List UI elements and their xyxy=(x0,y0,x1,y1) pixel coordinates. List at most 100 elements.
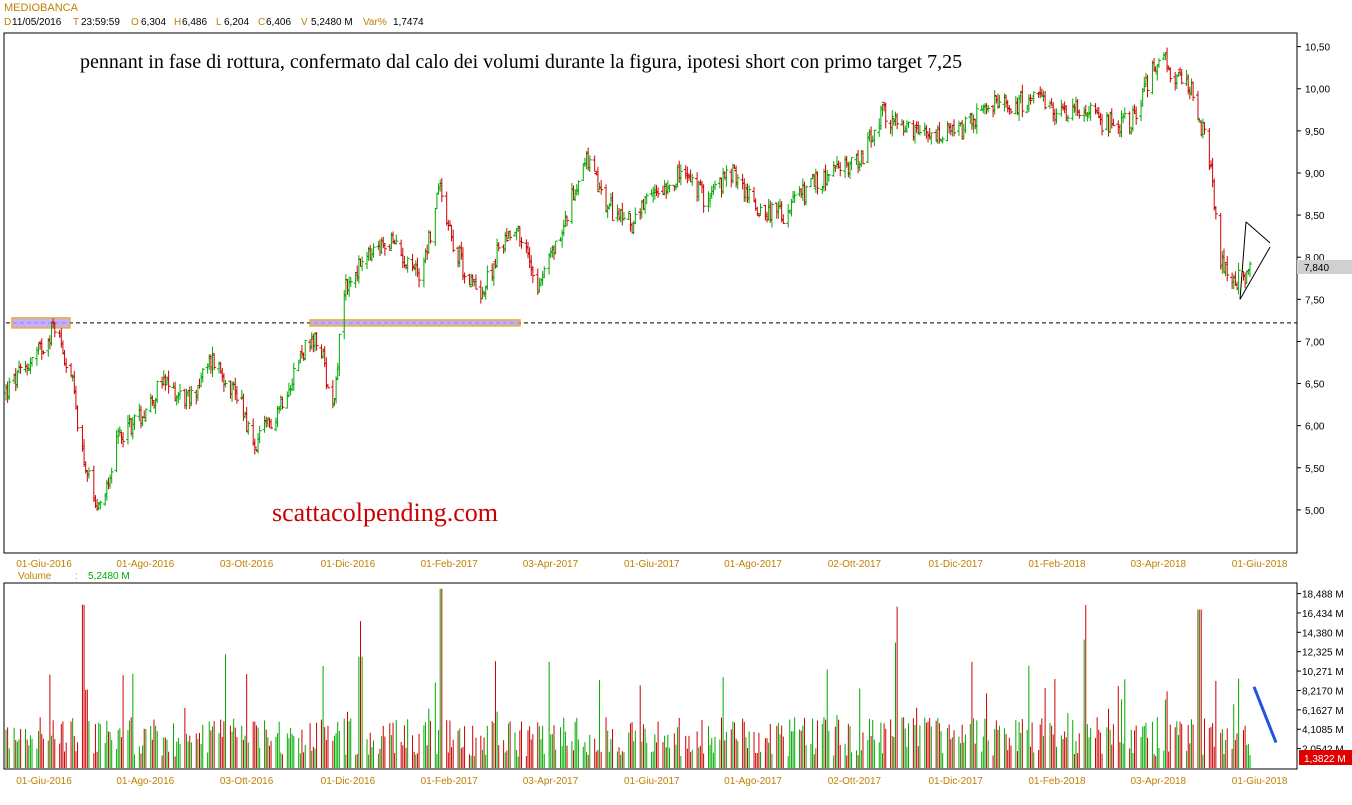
volume-x-axis-label: 01-Feb-2017 xyxy=(421,776,479,787)
pennant-upper-line xyxy=(1246,222,1270,243)
ohlc-bar xyxy=(1214,206,1218,219)
high-prefix: H xyxy=(174,17,181,28)
volume-value: 5,2480 M xyxy=(88,571,130,582)
last-volume-label: 1,3822 M xyxy=(1304,754,1346,765)
volume-x-axis-label: 03-Apr-2018 xyxy=(1131,776,1187,787)
volume-y-tick-label: 6,1627 M xyxy=(1302,706,1344,717)
var-prefix: Var% xyxy=(363,17,387,28)
x-axis-label: 01-Dic-2016 xyxy=(321,559,376,570)
ohlc-bar xyxy=(786,204,790,227)
x-axis-label: 01-Giu-2017 xyxy=(624,559,680,570)
price-x-axis: 01-Giu-2016 01-Ago-2016 03-Ott-2016 01-Dic-… xyxy=(16,559,1288,570)
close-prefix: C xyxy=(258,17,265,28)
ohlc-bar xyxy=(599,180,603,195)
volume-x-axis-label: 03-Apr-2017 xyxy=(523,776,579,787)
pennant-lower-line xyxy=(1240,247,1270,299)
volume-y-tick-label: 14,380 M xyxy=(1302,628,1344,639)
x-axis-label: 02-Ott-2017 xyxy=(828,559,882,570)
x-axis-label: 01-Feb-2018 xyxy=(1028,559,1086,570)
low-prefix: L xyxy=(216,17,222,28)
price-y-tick-label: 6,00 xyxy=(1305,422,1325,433)
open-prefix: O xyxy=(131,17,139,28)
volume-x-axis: 01-Giu-2016 01-Ago-2016 03-Ott-2016 01-Dic-… xyxy=(16,776,1288,787)
volume-x-axis-label: 03-Ott-2016 xyxy=(220,776,274,787)
price-y-tick-label: 9,00 xyxy=(1305,169,1325,180)
open-value: 6,304 xyxy=(141,17,166,28)
volume-y-tick-label: 8,2170 M xyxy=(1302,686,1344,697)
price-y-tick-label: 7,00 xyxy=(1305,337,1325,348)
x-axis-label: 03-Apr-2018 xyxy=(1131,559,1187,570)
volume-y-tick-label: 12,325 M xyxy=(1302,648,1344,659)
volume-bars xyxy=(6,589,1250,768)
ohlc-bar xyxy=(433,208,437,246)
support-layer xyxy=(6,318,1297,328)
price-y-tick-label: 10,50 xyxy=(1305,43,1330,54)
ohlc-bar xyxy=(581,164,585,181)
price-y-tick-label: 5,00 xyxy=(1305,506,1325,517)
volume-x-axis-label: 01-Ago-2016 xyxy=(116,776,174,787)
analysis-comment: pennant in fase di rottura, confermato d… xyxy=(80,51,962,73)
price-panel-frame xyxy=(4,33,1297,553)
watermark-text: scattacolpending.com xyxy=(272,498,498,527)
x-axis-label: 03-Ott-2016 xyxy=(220,559,274,570)
vol-prefix: V xyxy=(301,17,308,28)
x-axis-label: 01-Feb-2017 xyxy=(421,559,479,570)
volume-x-axis-label: 01-Ago-2017 xyxy=(724,776,782,787)
date-prefix: D xyxy=(4,17,11,28)
date-value: 11/05/2016 xyxy=(12,17,62,28)
volume-separator: : xyxy=(75,571,78,582)
volume-y-tick-label: 10,271 M xyxy=(1302,667,1344,678)
pattern-layer xyxy=(1240,222,1270,299)
x-axis-label: 01-Dic-2017 xyxy=(928,559,983,570)
volume-x-axis-label: 01-Feb-2018 xyxy=(1028,776,1086,787)
time-value: 23:59:59 xyxy=(81,17,120,28)
volume-y-axis: 18,488 M 16,434 M 14,380 M 12,325 M 10,271 M… xyxy=(1297,590,1344,756)
ohlc-bar xyxy=(593,156,597,172)
price-y-tick-label: 7,50 xyxy=(1305,295,1325,306)
support-highlight-left xyxy=(12,318,70,328)
ohlc-bar xyxy=(809,179,813,188)
ohlc-bar xyxy=(1032,91,1036,103)
ohlc-bar xyxy=(759,203,763,214)
ohlc-bar xyxy=(1168,67,1172,82)
ohlc-bar xyxy=(337,334,341,376)
price-y-axis: 10,5010,009,509,008,508,007,507,006,506,… xyxy=(1297,43,1330,517)
low-value: 6,204 xyxy=(224,17,249,28)
symbol-label: MEDIOBANCA xyxy=(4,2,79,14)
volume-x-axis-label: 01-Dic-2016 xyxy=(321,776,376,787)
price-y-tick-label: 6,50 xyxy=(1305,380,1325,391)
ohlc-bar xyxy=(757,214,761,217)
volume-trend-layer xyxy=(1254,687,1276,743)
volume-decline-line xyxy=(1254,687,1276,743)
ohlc-bar xyxy=(975,103,979,134)
ohlc-bar xyxy=(76,405,80,431)
ohlc-bar xyxy=(474,274,478,289)
price-bars xyxy=(4,48,1252,511)
volume-x-axis-label: 01-Dic-2017 xyxy=(928,776,983,787)
volume-y-tick-label: 18,488 M xyxy=(1302,590,1344,601)
ohlc-header: D 11/05/2016 T 23:59:59 O 6,304 H 6,486 … xyxy=(4,17,424,28)
ohlc-bar xyxy=(435,193,439,209)
volume-x-axis-label: 02-Ott-2017 xyxy=(828,776,882,787)
last-price-label: 7,840 xyxy=(1304,263,1329,274)
volume-y-tick-label: 16,434 M xyxy=(1302,609,1344,620)
price-y-tick-label: 8,50 xyxy=(1305,211,1325,222)
close-value: 6,406 xyxy=(266,17,291,28)
x-axis-label: 01-Ago-2017 xyxy=(724,559,782,570)
time-prefix: T xyxy=(73,17,79,28)
high-value: 6,486 xyxy=(182,17,207,28)
volume-label: Volume xyxy=(18,571,52,582)
price-y-tick-label: 9,50 xyxy=(1305,127,1325,138)
ohlc-bar xyxy=(755,207,759,216)
var-value: 1,7474 xyxy=(393,17,424,28)
x-axis-label: 01-Giu-2016 xyxy=(16,559,72,570)
volume-x-axis-label: 01-Giu-2016 xyxy=(16,776,72,787)
volume-x-axis-label: 01-Giu-2018 xyxy=(1232,776,1288,787)
price-y-tick-label: 10,00 xyxy=(1305,85,1330,96)
ohlc-bar xyxy=(1237,263,1241,294)
volume-x-axis-label: 01-Giu-2017 xyxy=(624,776,680,787)
x-axis-label: 03-Apr-2017 xyxy=(523,559,579,570)
ohlc-bar xyxy=(1196,91,1200,120)
